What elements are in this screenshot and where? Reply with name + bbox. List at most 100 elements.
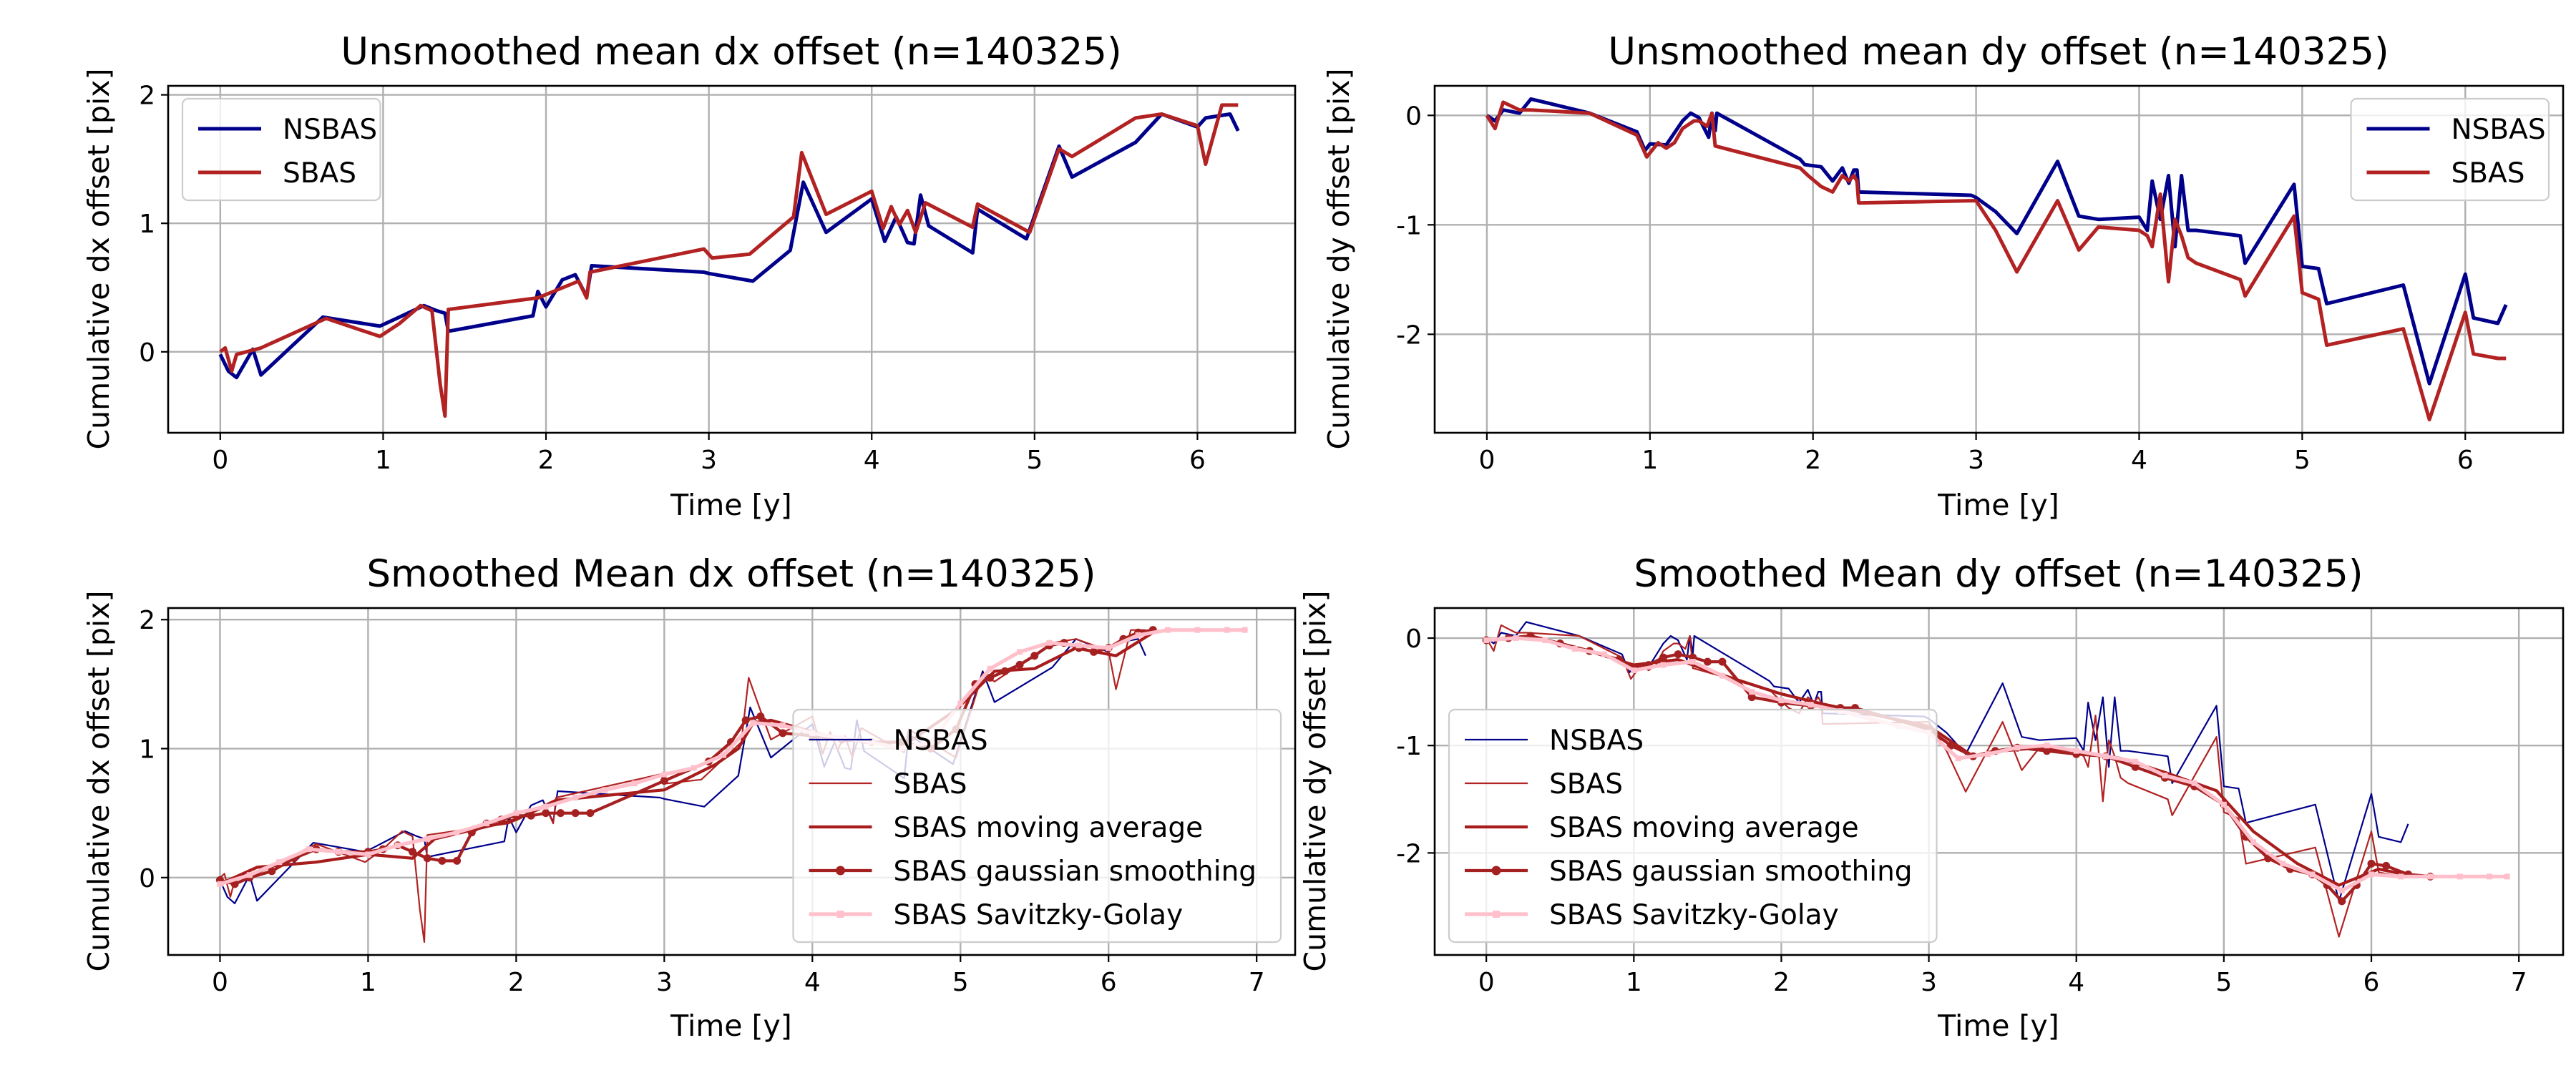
subplot-3-plot-area: 0 1 2 3 4 5 6 7 0 1 2 NSBAS SBAS SBAS moving average S…	[139, 606, 1297, 997]
subplot-2-ytick-label: 0	[1405, 102, 1422, 131]
subplot-3-point-sbas-gaussian-smoothing	[268, 867, 276, 876]
subplot-1-xtick-label: 2	[538, 446, 555, 475]
subplot-3-point-sbas-savitzky-golay	[483, 820, 489, 827]
subplot-3-point-sbas-savitzky-golay	[957, 700, 964, 707]
subplot-3-series-nsbas	[219, 638, 1147, 905]
subplot-4-xlabel: Time [y]	[1937, 1009, 2059, 1043]
subplot-2-legend-label-nsbas: NSBAS	[2451, 114, 2546, 146]
subplot-3-point-sbas-savitzky-golay	[336, 848, 342, 855]
subplot-3-point-sbas-savitzky-golay	[365, 851, 371, 858]
subplot-3-point-sbas-gaussian-smoothing	[542, 809, 550, 818]
subplot-4-point-sbas-savitzky-golay	[2427, 873, 2434, 880]
subplot-4-point-sbas-gaussian-smoothing	[1703, 657, 1712, 666]
subplot-2-legend: NSBAS SBAS	[2350, 97, 2550, 202]
subplot-4-point-sbas-savitzky-golay	[2398, 873, 2404, 880]
subplot-2-xlabel: Time [y]	[1937, 488, 2059, 522]
subplot-3-point-sbas-gaussian-smoothing	[660, 777, 668, 785]
subplot-4-title: Smoothed Mean dy offset (n=140325)	[1634, 552, 2363, 596]
subplot-4-point-sbas-savitzky-golay	[2504, 873, 2510, 880]
subplot-4-ytick-label: -2	[1396, 839, 1422, 868]
subplot-3-xtick-label: 7	[1249, 968, 1265, 997]
subplot-3-point-sbas-gaussian-smoothing	[756, 712, 765, 720]
subplot-3-legend-marker	[836, 911, 844, 918]
subplot-3-point-sbas-gaussian-smoothing	[438, 856, 447, 865]
subplot-4-point-sbas-savitzky-golay	[1601, 651, 1608, 657]
subplot-3-point-sbas-savitzky-golay	[1241, 627, 1248, 633]
subplot-4-legend: NSBAS SBAS SBAS moving average SBAS gaussia…	[1448, 708, 1938, 944]
subplot-4-point-sbas-gaussian-smoothing	[2382, 861, 2391, 870]
subplot-2-series-group	[1485, 97, 2508, 422]
subplot-1-plot-area: 0 1 2 3 4 5 6 0 1 2 NSBAS SBAS	[139, 82, 1297, 475]
subplot-3-point-sbas-gaussian-smoothing	[779, 729, 787, 738]
subplot-2-plot-area: 0 1 2 3 4 5 6 0 -1 -2 NSBAS SBAS	[1396, 84, 2565, 475]
subplot-3-xtick-label: 6	[1101, 968, 1117, 997]
subplot-3-ytick-label: 1	[139, 735, 155, 765]
subplot-3-point-sbas-gaussian-smoothing	[986, 673, 995, 682]
subplot-3-xtick-label: 1	[360, 968, 376, 997]
subplot-3-xtick-label: 4	[804, 968, 821, 997]
subplot-3-point-sbas-savitzky-golay	[424, 836, 431, 842]
subplot-3-point-sbas-savitzky-golay	[394, 842, 401, 848]
subplot-3-legend-marker	[836, 866, 845, 876]
subplot-2-ylabel: Cumulative dy offset [pix]	[1322, 68, 1356, 449]
subplot-2-series-sbas	[1485, 100, 2507, 422]
subplot-1-legend: NSBAS SBAS	[181, 97, 381, 202]
subplot-4-point-sbas-savitzky-golay	[2132, 758, 2139, 765]
subplot-4-point-sbas-savitzky-golay	[2220, 801, 2227, 808]
subplot-4-point-sbas-savitzky-golay	[1719, 672, 1725, 679]
subplot-3-point-sbas-gaussian-smoothing	[571, 809, 580, 818]
subplot-3-point-sbas-savitzky-golay	[1135, 632, 1141, 638]
subplot-4-point-sbas-savitzky-golay	[2073, 748, 2079, 754]
subplot-3-legend: NSBAS SBAS SBAS moving average SBAS gaussia…	[792, 708, 1282, 944]
subplot-1-axes-frame	[167, 84, 1297, 434]
subplot-3-point-sbas-gaussian-smoothing	[527, 811, 535, 820]
subplot-4-ylabel: Cumulative dy offset [pix]	[1298, 590, 1332, 971]
subplot-2-xtick-label: 0	[1478, 446, 1495, 475]
subplot-3-point-sbas-savitzky-golay	[276, 859, 283, 866]
subplot-3-xtick-label: 5	[952, 968, 969, 997]
subplot-3-title: Smoothed Mean dx offset (n=140325)	[366, 552, 1096, 596]
subplot-3-ytick-label: 0	[139, 864, 155, 893]
subplot-3-point-sbas-gaussian-smoothing	[467, 828, 476, 837]
subplot-1-ytick-label: 0	[139, 338, 155, 368]
subplot-2-ytick-label: -2	[1396, 320, 1422, 350]
subplot-3-point-sbas-gaussian-smoothing	[741, 716, 750, 725]
subplot-4-point-sbas-savitzky-golay	[1542, 637, 1548, 644]
subplot-4-xtick-label: 3	[1921, 968, 1937, 997]
subplot-3-point-sbas-savitzky-golay	[1165, 627, 1171, 633]
subplot-1-ylabel: Cumulative dx offset [pix]	[82, 68, 116, 449]
subplot-3-ylabel: Cumulative dx offset [pix]	[82, 590, 116, 971]
subplot-4-xtick-label: 1	[1626, 968, 1642, 997]
subplot-4-point-sbas-savitzky-golay	[2338, 887, 2345, 893]
subplot-4-point-sbas-savitzky-golay	[1749, 689, 1755, 695]
subplot-3-point-sbas-gaussian-smoothing	[408, 848, 416, 856]
subplot-4-point-sbas-gaussian-smoothing	[1674, 650, 1682, 659]
subplot-3-legend-label-sbas-moving-average: SBAS moving average	[894, 812, 1204, 844]
subplot-4-legend-label-nsbas: NSBAS	[1549, 725, 1644, 757]
subplot-4-point-sbas-savitzky-golay	[2486, 873, 2492, 880]
subplot-3-point-sbas-savitzky-golay	[1046, 640, 1053, 646]
subplot-1-xtick-label: 3	[701, 446, 717, 475]
subplot-3-point-sbas-savitzky-golay	[1017, 649, 1023, 655]
subplot-2-title: Unsmoothed mean dy offset (n=140325)	[1608, 30, 2389, 74]
subplot-4-point-sbas-savitzky-golay	[2368, 871, 2375, 878]
subplot-3-point-sbas-savitzky-golay	[779, 722, 786, 729]
subplot-3-point-sbas-savitzky-golay	[661, 771, 668, 778]
subplot-2-xtick-label: 4	[2131, 446, 2147, 475]
subplot-4-point-sbas-savitzky-golay	[1483, 637, 1490, 644]
subplot-3-series-sbas-moving-average	[219, 631, 1154, 886]
subplot-4-plot-area: 0 1 2 3 4 5 6 7 0 -1 -2 NSBAS SBAS SBAS moving averag…	[1396, 607, 2565, 997]
subplot-3-point-sbas-gaussian-smoothing	[586, 809, 595, 818]
subplot-2-legend-box	[2350, 97, 2550, 202]
subplot-4-point-sbas-savitzky-golay	[1631, 667, 1637, 674]
subplot-4-point-sbas-gaussian-smoothing	[1659, 653, 1668, 662]
subplot-1-legend-label-sbas: SBAS	[283, 157, 356, 190]
subplot-3-ytick-label: 2	[139, 606, 155, 635]
subplot-4-point-sbas-savitzky-golay	[2280, 861, 2286, 867]
subplot-3-point-sbas-gaussian-smoothing	[1000, 667, 1009, 675]
subplot-4-ytick-label: 0	[1405, 624, 1422, 654]
subplot-3-xlabel: Time [y]	[670, 1009, 792, 1043]
subplot-4-xtick-label: 7	[2511, 968, 2527, 997]
subplot-1-ytick-label: 1	[139, 210, 155, 239]
